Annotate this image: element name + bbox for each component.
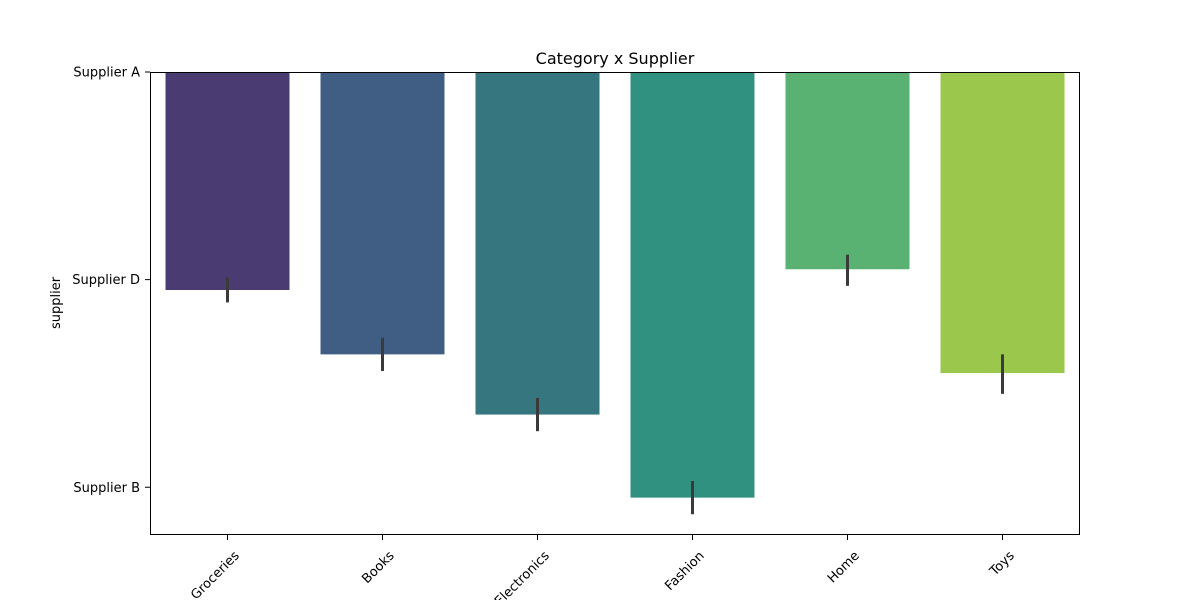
bars-group (165, 72, 1065, 498)
chart-title: Category x Supplier (536, 49, 695, 68)
y-tick-label: Supplier D (72, 273, 140, 288)
y-axis-label: supplier (49, 276, 64, 329)
error-bars-group (226, 254, 1004, 515)
bar-groceries (165, 72, 290, 291)
x-tick-label: Home (825, 549, 863, 587)
x-tick-label: Groceries (188, 548, 243, 600)
x-tick-label: Electronics (492, 548, 553, 600)
x-tick-label: Books (359, 548, 397, 586)
y-axis-ticks: Supplier A Supplier D Supplier B (72, 66, 150, 496)
y-tick-label: Supplier A (73, 66, 140, 81)
x-tick-label: Fashion (662, 549, 707, 594)
bar-fashion (630, 72, 755, 498)
bar-home (785, 72, 910, 270)
bar-toys (940, 72, 1065, 374)
x-tick-label: Toys (986, 548, 1017, 579)
bar-books (320, 72, 445, 355)
bar-electronics (475, 72, 600, 415)
y-tick-label: Supplier B (73, 481, 140, 496)
plot-frame (150, 72, 1080, 535)
x-axis-ticks: Groceries Books Electronics Fashion Home Toys (188, 535, 1018, 600)
